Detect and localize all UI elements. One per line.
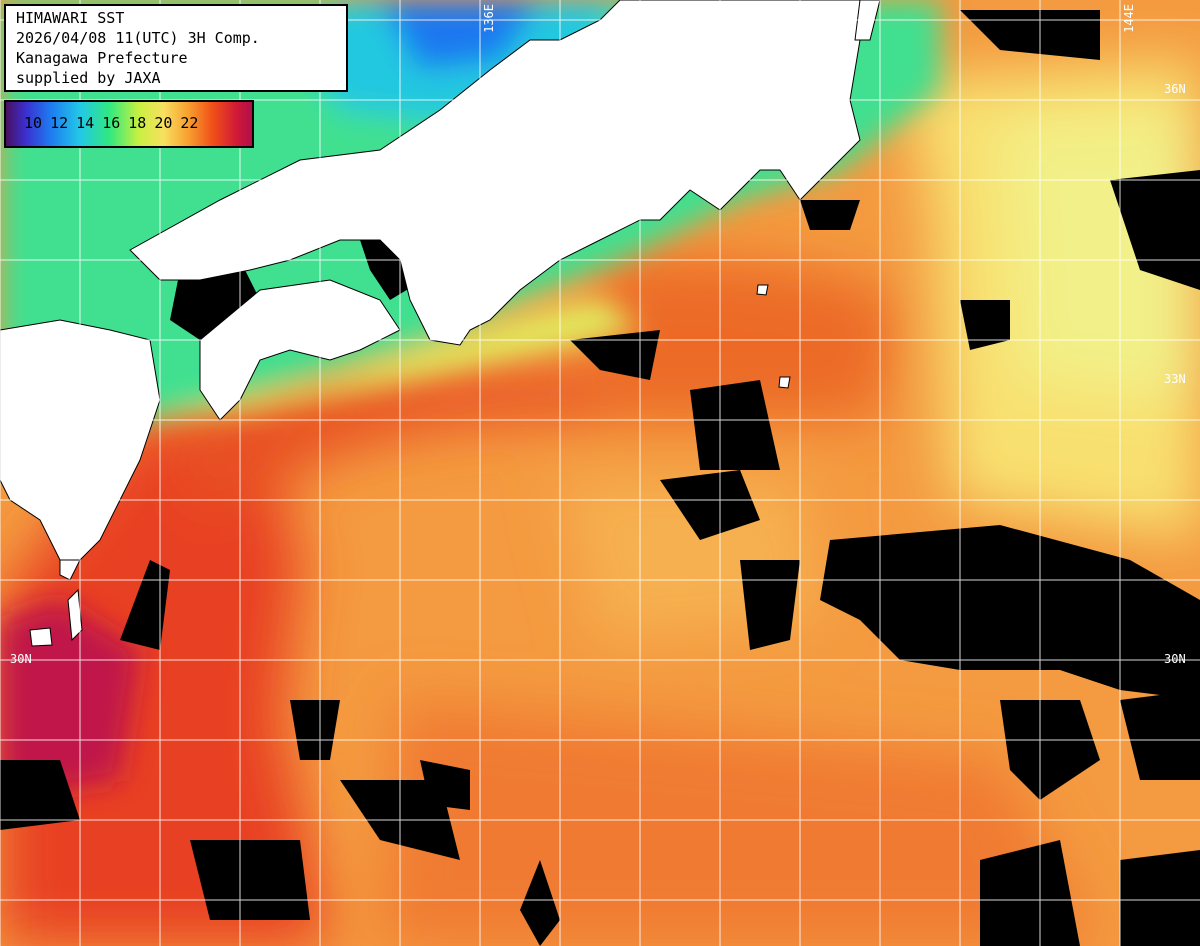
data-credit: supplied by JAXA — [16, 69, 161, 87]
land-island-tanegashima — [67, 588, 83, 642]
land-izu-oshima — [756, 284, 769, 296]
scale-label-18: 18 — [128, 114, 147, 132]
provider-name: Kanagawa Prefecture — [16, 49, 188, 67]
coastal-yellow-fringe — [140, 300, 640, 420]
observation-time: 2026/04/08 11(UTC) 3H Comp. — [16, 29, 260, 47]
scale-label-14: 14 — [76, 114, 95, 132]
scale-label-22: 22 — [180, 114, 199, 132]
offshore-warm-band — [600, 258, 900, 420]
lon-label-136e: 136E — [482, 4, 496, 33]
temperature-color-scale: 10 12 14 16 18 20 22 — [4, 100, 254, 148]
cloud-mask — [0, 10, 1200, 946]
scale-label-12: 12 — [50, 114, 69, 132]
lat-label-36n: 36N — [1164, 82, 1186, 96]
lat-label-30n-east: 30N — [1164, 652, 1186, 666]
scale-label-16: 16 — [102, 114, 121, 132]
info-box: HIMAWARI SST 2026/04/08 11(UTC) 3H Comp.… — [4, 4, 348, 92]
product-title: HIMAWARI SST — [16, 9, 125, 27]
scale-label-10: 10 — [24, 114, 43, 132]
coastal-blue-water — [380, 0, 540, 70]
land-island-yakushima — [29, 627, 53, 647]
hot-water-southwest — [0, 600, 140, 800]
scale-label-20: 20 — [154, 114, 173, 132]
lat-label-33n: 33N — [1164, 372, 1186, 386]
lon-label-144e: 144E — [1122, 4, 1136, 33]
land-hachijo — [778, 376, 791, 389]
lat-label-30n-west: 30N — [10, 652, 32, 666]
